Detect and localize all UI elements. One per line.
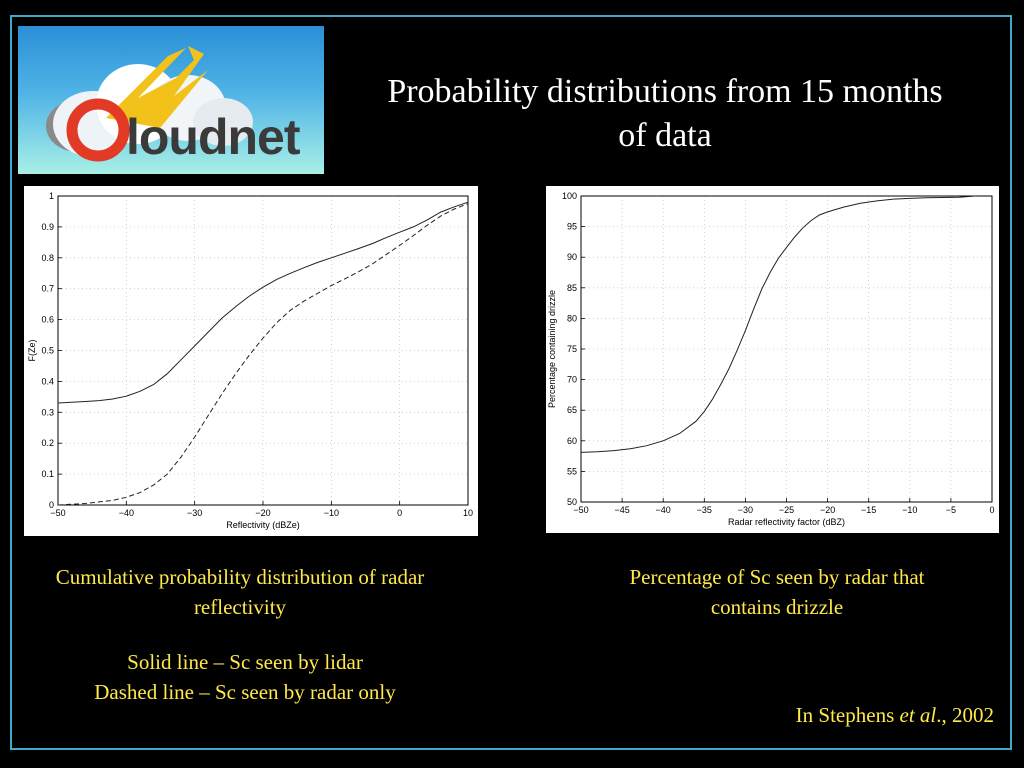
x-tick-label: 0	[397, 508, 402, 518]
y-tick-label: 95	[567, 222, 577, 232]
x-tick-label: 0	[989, 505, 994, 515]
left-chart-caption: Cumulative probability distribution of r…	[55, 565, 425, 619]
y-tick-label: 1	[49, 191, 54, 201]
y-tick-label: 65	[567, 405, 577, 415]
x-tick-label: −10	[324, 508, 339, 518]
x-axis-label: Reflectivity (dBZe)	[226, 520, 300, 530]
lightning-icon	[106, 46, 208, 128]
y-tick-label: 75	[567, 344, 577, 354]
y-tick-label: 70	[567, 375, 577, 385]
x-tick-label: −30	[738, 505, 753, 515]
drizzle-percentage-chart: −50 −45 −40 −35 −30 −25 −20 −15 −10 −5 0 50 55 60 65 70…	[546, 186, 999, 533]
y-tick-label: 0.7	[41, 284, 54, 294]
y-tick-label: 0.3	[41, 407, 54, 417]
line-legend-caption: Solid line – Sc seen by lidar Dashed lin…	[40, 647, 450, 707]
x-axis-label: Radar reflectivity factor (dBZ)	[728, 517, 845, 527]
y-tick-label: 0.4	[41, 376, 54, 386]
dashed-line-caption: Dashed line – Sc seen by radar only	[94, 680, 396, 704]
x-tick-label: −25	[779, 505, 794, 515]
y-tick-label: 50	[567, 497, 577, 507]
y-axis-label: Percentage containing drizzle	[547, 290, 557, 408]
y-tick-label: 55	[567, 466, 577, 476]
x-tick-label: −15	[861, 505, 876, 515]
y-tick-label: 0.6	[41, 315, 54, 325]
x-tick-label: −35	[697, 505, 712, 515]
x-tick-label: −40	[656, 505, 671, 515]
citation: In Stephens et al., 2002	[796, 700, 994, 730]
y-tick-label: 0.9	[41, 222, 54, 232]
y-tick-label: 0	[49, 500, 54, 510]
logo-text: loudnet	[126, 109, 301, 165]
y-tick-label: 0.2	[41, 438, 54, 448]
y-tick-label: 0.1	[41, 469, 54, 479]
cloud-icon	[46, 46, 253, 162]
y-tick-label: 0.5	[41, 346, 54, 356]
x-tick-label: −10	[902, 505, 917, 515]
x-tick-label: −20	[820, 505, 835, 515]
x-tick-label: −20	[255, 508, 270, 518]
chart-svg: −50 −40 −30 −20 −10 0 10 0 0.1 0.2 0.3 0.4 0.5 0.6 0.7…	[27, 191, 473, 530]
dashed-series-line	[57, 203, 469, 506]
citation-italic: et al	[899, 703, 937, 727]
right-chart-caption: Percentage of Sc seen by radar that cont…	[629, 565, 925, 619]
y-tick-label: 0.8	[41, 253, 54, 263]
x-tick-label: −30	[187, 508, 202, 518]
y-tick-label: 85	[567, 283, 577, 293]
y-tick-label: 100	[562, 191, 577, 201]
x-tick-label: −50	[573, 505, 588, 515]
solid-line-caption: Solid line – Sc seen by lidar	[127, 650, 363, 674]
citation-prefix: In Stephens	[795, 703, 900, 727]
solid-series-line	[57, 201, 469, 404]
solid-series-line	[580, 195, 976, 453]
slide-frame	[10, 15, 1012, 750]
chart-svg: −50 −45 −40 −35 −30 −25 −20 −15 −10 −5 05055606570…	[547, 191, 995, 527]
citation-suffix: ., 2002	[936, 703, 994, 727]
y-tick-label: 90	[567, 252, 577, 262]
y-axis-label: F(Ze)	[27, 340, 37, 362]
cloudnet-logo: loudnet	[18, 26, 324, 174]
slide-title: Probability distributions from 15 months…	[387, 73, 943, 154]
x-tick-label: −50	[50, 508, 65, 518]
x-tick-label: −45	[614, 505, 629, 515]
x-tick-label: −40	[119, 508, 134, 518]
x-tick-label: −5	[946, 505, 956, 515]
y-tick-label: 60	[567, 436, 577, 446]
cdf-reflectivity-chart: −50 −40 −30 −20 −10 0 10 0 0.1 0.2 0.3 0.4 0.5 0.6 0.7…	[24, 186, 478, 536]
x-tick-label: 10	[463, 508, 473, 518]
y-tick-label: 80	[567, 313, 577, 323]
